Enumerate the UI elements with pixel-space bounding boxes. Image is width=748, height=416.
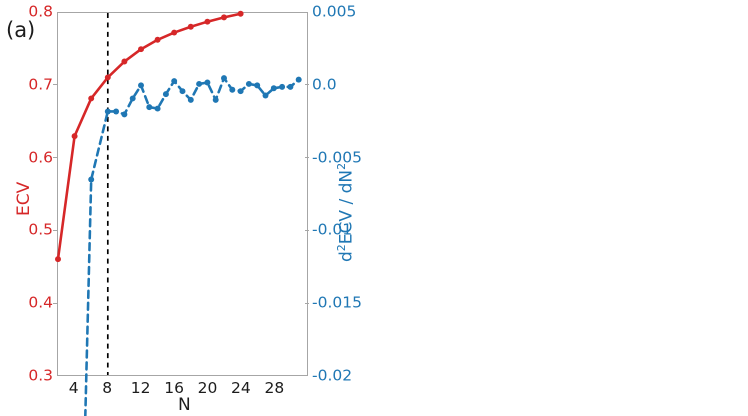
- data-point: [179, 88, 186, 95]
- panel-a-y2tick-5: 0.005: [312, 2, 357, 21]
- data-point: [221, 75, 227, 82]
- panel-a-y2tick-0: -0.02: [312, 366, 353, 385]
- panel-a-y2tickmark-1: [305, 302, 309, 304]
- panel-a-y2tickmark-4: [305, 84, 309, 86]
- panel-a-y2tick-3: -0.005: [312, 147, 362, 166]
- data-point: [88, 176, 95, 183]
- data-point: [196, 80, 203, 87]
- panel-a-y2-title-sup1: 2: [335, 244, 348, 252]
- data-point: [154, 36, 161, 43]
- data-point: [162, 91, 169, 98]
- panel-a-xtick-1: 8: [102, 379, 113, 397]
- series-line-ecv: [56, 12, 242, 261]
- panel-a-xtick-2: 12: [130, 379, 151, 397]
- data-point: [171, 78, 178, 85]
- data-point: [55, 256, 61, 263]
- data-point: [113, 108, 120, 115]
- panel-a-y2-title-mid: ECV / dN: [336, 169, 357, 245]
- panel-a-y-axis-title: ECV: [14, 181, 34, 216]
- panel-a-xtick-0: 4: [68, 379, 79, 397]
- data-point: [88, 95, 95, 102]
- data-point: [171, 29, 178, 36]
- data-point: [237, 88, 244, 95]
- data-point: [71, 133, 78, 140]
- data-point: [138, 82, 144, 89]
- data-point: [104, 74, 111, 81]
- data-point: [245, 80, 252, 87]
- panel-a-y2tick-4: 0.0: [312, 75, 337, 94]
- data-point: [287, 83, 294, 90]
- panel-a-ytickmark-4: [53, 84, 57, 86]
- panel-a-ytick-1: 0.4: [28, 293, 53, 312]
- data-point: [204, 18, 211, 25]
- data-point: [104, 108, 111, 115]
- series-line-d2ecv-dn2: [84, 76, 300, 416]
- panel-a-y2tickmark-3: [305, 156, 309, 159]
- panel-a-ytick-5: 0.8: [28, 2, 53, 21]
- data-point: [121, 111, 128, 118]
- panel-a-ytickmark-2: [53, 229, 57, 232]
- panel-a-y2-axis-title: d2ECV / dN2: [335, 162, 357, 262]
- panel-a-ytick-0: 0.3: [28, 366, 53, 385]
- data-point: [204, 79, 211, 86]
- panel-a-plot-area: [55, 10, 308, 416]
- data-point: [229, 86, 236, 93]
- panel-a-y2-title-d: d: [336, 251, 357, 262]
- panel-a-x-axis-title: N: [178, 395, 191, 415]
- panel-a-xtick-3: 16: [164, 379, 184, 397]
- data-point: [146, 104, 153, 111]
- panel-a: (a) 0.3 0.4 0.5 0.6 0.7 0.8 -0.02 -0.015…: [6, 2, 362, 416]
- panel-a-xtick-4: 20: [197, 379, 218, 397]
- panel-a-xtick-5: 24: [231, 379, 251, 397]
- data-point: [279, 83, 286, 90]
- panel-a-y2tick-2: -0.01: [312, 220, 353, 239]
- panel-a-ytickmark-1: [53, 302, 57, 304]
- data-point: [187, 96, 194, 103]
- panel-a-ytick-2: 0.5: [28, 220, 53, 239]
- panel-b: (b) 0.0 0.1 0.2 0.3 0.4 0.5 4 8 12 16 20…: [374, 0, 748, 416]
- data-point: [138, 46, 144, 53]
- data-point: [221, 14, 227, 21]
- data-point: [262, 92, 269, 99]
- panel-a-ytick-3: 0.6: [28, 147, 53, 166]
- data-point: [270, 85, 277, 92]
- data-point: [154, 105, 161, 112]
- panel-a-ytick-4: 0.7: [28, 75, 53, 94]
- panel-a-y2tick-1: -0.015: [312, 293, 362, 312]
- data-point: [212, 96, 219, 103]
- data-point: [295, 76, 302, 83]
- panel-a-letter: (a): [6, 18, 36, 42]
- panel-a-ytickmark-3: [53, 156, 57, 159]
- data-point: [254, 82, 261, 89]
- panel-a-xtick-6: 28: [264, 379, 285, 397]
- data-point: [129, 95, 136, 102]
- data-point: [237, 10, 244, 17]
- data-point: [121, 58, 128, 65]
- panel-a-data-canvas: [55, 10, 302, 416]
- data-point: [187, 23, 194, 30]
- panel-a-y2-title-sup2: 2: [335, 162, 348, 170]
- panel-a-y2tickmark-2: [305, 229, 309, 232]
